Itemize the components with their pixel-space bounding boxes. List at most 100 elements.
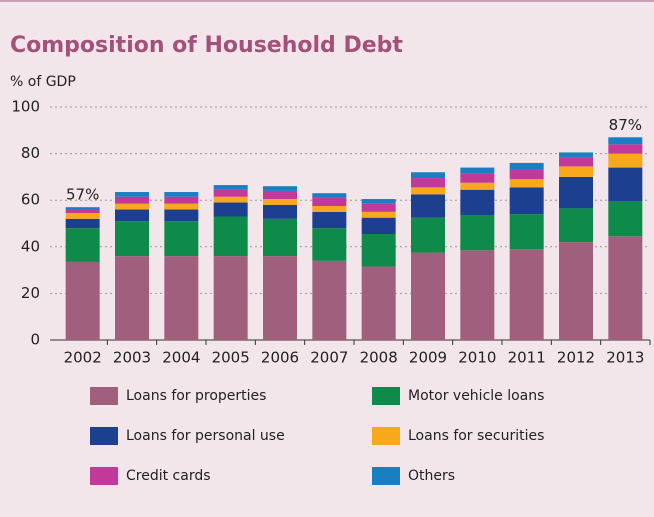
bar-segment	[213, 196, 248, 203]
bar-segment	[460, 215, 495, 251]
bar-segment	[164, 221, 199, 257]
chart-title: Composition of Household Debt	[10, 33, 403, 58]
bar-segment	[361, 266, 396, 340]
bar-segment	[411, 178, 445, 188]
bar-segment	[559, 166, 593, 177]
bar-segment	[263, 256, 297, 340]
bar-segment	[263, 190, 297, 200]
y-axis-label: % of GDP	[10, 74, 76, 90]
bar-segment	[608, 236, 643, 340]
annotation: 87%	[609, 116, 642, 134]
bar-segment	[213, 216, 248, 257]
bar-segment	[164, 209, 199, 222]
bar-segment	[559, 157, 593, 167]
y-tick-label: 80	[21, 144, 40, 162]
bar-segment	[559, 242, 593, 340]
bar-segment	[411, 194, 445, 218]
bar-segment	[509, 187, 544, 215]
x-tick-label: 2003	[113, 349, 151, 367]
bar-segment	[361, 233, 396, 267]
bar-segment	[312, 211, 347, 229]
x-tick-label: 2007	[310, 349, 348, 367]
bar-segment	[213, 189, 248, 197]
legend-label: Loans for personal use	[126, 428, 285, 444]
bar-segment	[460, 182, 495, 190]
legend-swatch	[90, 427, 118, 445]
legend-label: Loans for properties	[126, 388, 266, 404]
bar-segment	[115, 196, 149, 204]
y-tick-label: 100	[11, 98, 40, 116]
bar-segment	[65, 228, 100, 262]
legend-swatch	[372, 387, 400, 405]
annotation: 57%	[66, 186, 99, 204]
bar-segment	[312, 260, 347, 340]
bar-segment	[164, 196, 199, 204]
bar-segment	[115, 203, 149, 210]
bar-segment	[509, 162, 544, 170]
legend-swatch	[90, 467, 118, 485]
bar-segment	[213, 202, 248, 217]
bar-segment	[115, 221, 149, 257]
bar-segment	[608, 153, 643, 168]
bar-segment	[263, 218, 297, 257]
bar-segment	[65, 261, 100, 340]
bar-segment	[411, 252, 445, 340]
bar-segment	[361, 203, 396, 212]
bar-segment	[411, 187, 445, 195]
legend-swatch	[372, 427, 400, 445]
x-tick-label: 2004	[162, 349, 200, 367]
bar-segment	[361, 199, 396, 204]
bar-segment	[65, 218, 100, 229]
x-tick-label: 2009	[409, 349, 447, 367]
bar-segment	[65, 213, 100, 219]
legend-label: Credit cards	[126, 468, 211, 484]
bar-segment	[115, 256, 149, 340]
bar-segment	[411, 217, 445, 253]
bar-segment	[608, 201, 643, 237]
bar-segment	[509, 169, 544, 180]
bar-segment	[460, 167, 495, 174]
bar-segment	[164, 203, 199, 210]
legend-swatch	[372, 467, 400, 485]
bar-segment	[312, 197, 347, 207]
bar-segment	[411, 172, 445, 179]
bar-segment	[115, 209, 149, 222]
x-tick-label: 2005	[212, 349, 250, 367]
x-tick-label: 2012	[557, 349, 595, 367]
bar-segment	[312, 193, 347, 198]
legend-label: Others	[408, 468, 455, 484]
x-tick-label: 2002	[64, 349, 102, 367]
x-tick-label: 2011	[508, 349, 546, 367]
x-tick-label: 2010	[458, 349, 496, 367]
x-tick-label: 2013	[606, 349, 644, 367]
bar-segment	[460, 250, 495, 340]
y-tick-label: 40	[21, 237, 40, 255]
y-tick-label: 0	[30, 331, 40, 349]
bar-segment	[361, 211, 396, 218]
bar-segment	[608, 144, 643, 154]
y-tick-label: 60	[21, 191, 40, 209]
bar-segment	[263, 204, 297, 219]
bar-segment	[460, 173, 495, 183]
y-tick-label: 20	[21, 284, 40, 302]
bar-segment	[213, 256, 248, 340]
bar-segment	[65, 207, 100, 210]
bar-segment	[115, 192, 149, 197]
bar-segment	[608, 137, 643, 145]
x-tick-label: 2008	[360, 349, 398, 367]
legend-swatch	[90, 387, 118, 405]
bar-segment	[164, 256, 199, 340]
bar-segment	[608, 167, 643, 202]
bar-segment	[65, 209, 100, 214]
bar-segment	[361, 217, 396, 234]
bar-segment	[164, 192, 199, 197]
bar-segment	[263, 199, 297, 205]
bar-segment	[460, 189, 495, 216]
bar-segment	[509, 179, 544, 188]
bar-segment	[559, 176, 593, 209]
bar-segment	[509, 249, 544, 340]
bar-segment	[312, 228, 347, 261]
bar-segment	[559, 152, 593, 158]
legend-label: Motor vehicle loans	[408, 388, 544, 404]
